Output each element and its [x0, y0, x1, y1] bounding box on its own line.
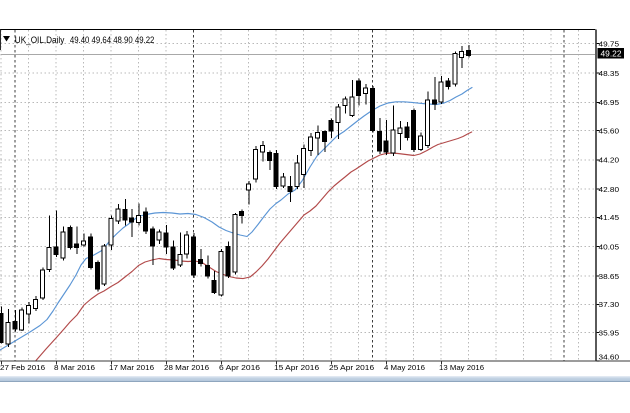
svg-text:37.30: 37.30 — [599, 300, 620, 309]
svg-text:17 Mar 2016: 17 Mar 2016 — [109, 363, 154, 372]
svg-text:45.60: 45.60 — [599, 126, 620, 135]
svg-text:41.45: 41.45 — [599, 213, 620, 222]
svg-text:42.80: 42.80 — [599, 185, 620, 194]
svg-text:6 Apr 2016: 6 Apr 2016 — [219, 363, 260, 372]
svg-text:46.95: 46.95 — [599, 98, 620, 107]
svg-text:4 May 2016: 4 May 2016 — [384, 363, 425, 372]
svg-text:49.75: 49.75 — [599, 40, 620, 49]
svg-text:40.05: 40.05 — [599, 243, 620, 252]
svg-text:49.22: 49.22 — [601, 49, 622, 58]
svg-text:UK_OIL.Daily: UK_OIL.Daily — [15, 35, 65, 46]
svg-text:49.40 49.64 48.90 49.22: 49.40 49.64 48.90 49.22 — [70, 35, 154, 46]
svg-text:25 Apr 2016: 25 Apr 2016 — [329, 363, 374, 372]
svg-text:8 Mar 2016: 8 Mar 2016 — [54, 363, 95, 372]
svg-text:15 Apr 2016: 15 Apr 2016 — [274, 363, 319, 372]
svg-text:13 May 2016: 13 May 2016 — [439, 363, 484, 372]
svg-text:28 Mar 2016: 28 Mar 2016 — [164, 363, 209, 372]
svg-text:44.20: 44.20 — [599, 156, 620, 165]
svg-text:27 Feb 2016: 27 Feb 2016 — [0, 363, 45, 372]
svg-text:48.35: 48.35 — [599, 69, 620, 78]
svg-text:38.65: 38.65 — [599, 272, 620, 281]
svg-text:34.60: 34.60 — [599, 353, 620, 362]
svg-text:35.95: 35.95 — [599, 328, 620, 337]
